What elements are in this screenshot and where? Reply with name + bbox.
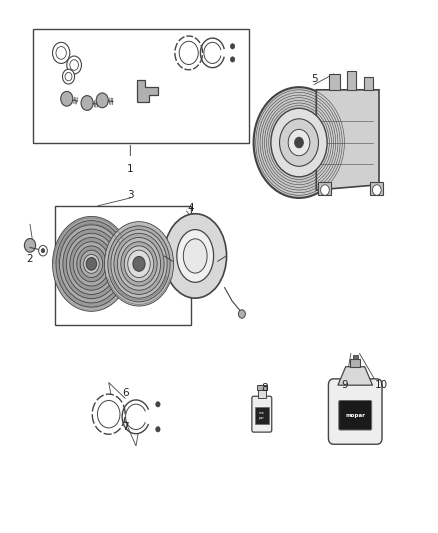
Ellipse shape <box>184 239 207 273</box>
Circle shape <box>121 241 157 286</box>
Text: 3: 3 <box>127 190 134 200</box>
Circle shape <box>65 72 72 81</box>
Circle shape <box>77 246 106 282</box>
Circle shape <box>53 216 131 311</box>
Circle shape <box>25 239 35 252</box>
Bar <box>255 407 269 424</box>
Circle shape <box>321 185 329 195</box>
FancyBboxPatch shape <box>252 396 272 432</box>
Circle shape <box>104 222 173 306</box>
Bar <box>55 206 191 325</box>
Circle shape <box>70 60 78 70</box>
Circle shape <box>96 93 108 108</box>
Circle shape <box>73 241 110 286</box>
Text: 10: 10 <box>374 380 388 390</box>
Circle shape <box>70 238 113 290</box>
Ellipse shape <box>177 230 214 282</box>
Circle shape <box>372 185 381 195</box>
Polygon shape <box>316 90 379 190</box>
Bar <box>318 182 332 195</box>
Circle shape <box>117 238 161 290</box>
Text: 6: 6 <box>122 388 128 398</box>
Text: 1: 1 <box>127 164 134 174</box>
Circle shape <box>288 130 310 156</box>
Circle shape <box>39 245 47 256</box>
Bar <box>33 29 249 142</box>
Circle shape <box>108 226 170 302</box>
Bar <box>350 359 360 367</box>
Circle shape <box>56 46 66 59</box>
Bar <box>257 385 267 391</box>
Circle shape <box>271 108 327 177</box>
FancyBboxPatch shape <box>328 379 382 444</box>
Circle shape <box>60 225 124 303</box>
Circle shape <box>295 138 304 148</box>
Circle shape <box>81 95 93 110</box>
Circle shape <box>67 56 81 74</box>
Circle shape <box>124 246 154 282</box>
Text: 5: 5 <box>311 74 318 84</box>
Circle shape <box>111 230 167 298</box>
Polygon shape <box>338 367 372 385</box>
Text: 7: 7 <box>122 422 128 432</box>
Text: 8: 8 <box>261 383 268 393</box>
FancyBboxPatch shape <box>339 400 372 430</box>
Circle shape <box>84 254 99 273</box>
Circle shape <box>53 42 70 63</box>
Circle shape <box>63 229 120 298</box>
Bar <box>258 391 266 398</box>
Circle shape <box>238 310 245 318</box>
Text: 2: 2 <box>27 254 33 264</box>
Text: 4: 4 <box>187 204 194 214</box>
Circle shape <box>133 256 145 271</box>
Ellipse shape <box>164 214 226 298</box>
Circle shape <box>254 87 344 198</box>
Circle shape <box>86 257 97 270</box>
Circle shape <box>156 427 160 432</box>
Circle shape <box>56 221 127 307</box>
Polygon shape <box>137 80 158 102</box>
Circle shape <box>156 402 160 407</box>
Circle shape <box>279 119 318 166</box>
Circle shape <box>128 250 150 278</box>
Circle shape <box>80 250 102 278</box>
Text: 9: 9 <box>341 380 348 390</box>
Bar <box>364 77 372 90</box>
Circle shape <box>61 91 73 106</box>
Bar <box>353 354 358 359</box>
Bar <box>329 74 340 90</box>
Circle shape <box>66 233 117 294</box>
Text: mo
par: mo par <box>259 411 265 419</box>
Circle shape <box>63 69 74 84</box>
Circle shape <box>230 44 235 49</box>
Circle shape <box>230 57 235 62</box>
Bar <box>371 182 383 195</box>
Circle shape <box>41 248 45 253</box>
Text: mopar: mopar <box>345 413 365 418</box>
Circle shape <box>114 233 164 294</box>
Bar <box>346 71 356 90</box>
